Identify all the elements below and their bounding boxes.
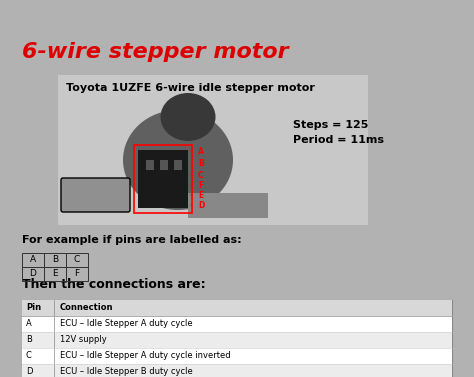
Text: Period = 11ms: Period = 11ms bbox=[293, 135, 384, 145]
Bar bbox=[22, 364, 452, 377]
Bar bbox=[22, 267, 44, 281]
Text: F: F bbox=[198, 181, 203, 190]
Text: ECU – Idle Stepper B duty cycle: ECU – Idle Stepper B duty cycle bbox=[60, 368, 193, 377]
Text: A: A bbox=[198, 147, 204, 155]
Bar bbox=[138, 150, 188, 208]
FancyBboxPatch shape bbox=[61, 178, 130, 212]
Bar bbox=[134, 145, 192, 213]
Text: ECU – Idle Stepper A duty cycle inverted: ECU – Idle Stepper A duty cycle inverted bbox=[60, 351, 231, 360]
Text: C: C bbox=[74, 256, 80, 265]
Ellipse shape bbox=[161, 93, 216, 141]
Text: A: A bbox=[26, 319, 32, 328]
Text: D: D bbox=[29, 270, 36, 279]
Bar bbox=[44, 253, 66, 267]
Bar bbox=[160, 160, 168, 170]
Text: Steps = 125: Steps = 125 bbox=[293, 120, 368, 130]
Bar bbox=[188, 193, 268, 218]
Text: E: E bbox=[198, 190, 203, 199]
Text: D: D bbox=[26, 368, 33, 377]
Bar bbox=[22, 300, 452, 377]
Text: Connection: Connection bbox=[60, 303, 113, 313]
Bar bbox=[22, 300, 452, 316]
Bar bbox=[66, 253, 88, 267]
Bar bbox=[58, 75, 368, 225]
Bar bbox=[22, 348, 452, 364]
Text: B: B bbox=[26, 336, 32, 345]
Ellipse shape bbox=[123, 110, 233, 210]
Text: Then the connections are:: Then the connections are: bbox=[22, 278, 206, 291]
Text: A: A bbox=[30, 256, 36, 265]
Bar bbox=[22, 316, 452, 332]
Bar bbox=[22, 253, 44, 267]
Text: D: D bbox=[198, 201, 204, 210]
Text: Toyota 1UZFE 6-wire idle stepper motor: Toyota 1UZFE 6-wire idle stepper motor bbox=[66, 83, 315, 93]
Text: For example if pins are labelled as:: For example if pins are labelled as: bbox=[22, 235, 242, 245]
Bar bbox=[66, 267, 88, 281]
Bar bbox=[44, 267, 66, 281]
Bar bbox=[22, 332, 452, 348]
Text: ECU – Idle Stepper A duty cycle: ECU – Idle Stepper A duty cycle bbox=[60, 319, 192, 328]
Text: B: B bbox=[198, 158, 204, 167]
Text: B: B bbox=[52, 256, 58, 265]
Text: C: C bbox=[26, 351, 32, 360]
Text: 6-wire stepper motor: 6-wire stepper motor bbox=[22, 42, 289, 62]
Text: 12V supply: 12V supply bbox=[60, 336, 107, 345]
Bar bbox=[146, 160, 154, 170]
Bar bbox=[174, 160, 182, 170]
Text: Pin: Pin bbox=[26, 303, 41, 313]
Text: E: E bbox=[52, 270, 58, 279]
Text: F: F bbox=[74, 270, 80, 279]
Text: C: C bbox=[198, 170, 204, 179]
